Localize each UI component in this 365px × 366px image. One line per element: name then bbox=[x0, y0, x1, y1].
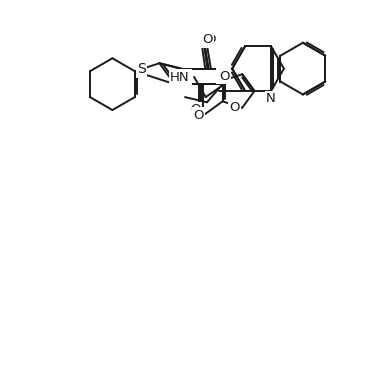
Text: O: O bbox=[219, 70, 230, 83]
Text: O: O bbox=[217, 70, 228, 83]
Text: N: N bbox=[266, 93, 276, 105]
Text: O: O bbox=[229, 101, 239, 114]
Text: HN: HN bbox=[171, 71, 191, 84]
Text: S: S bbox=[137, 63, 146, 76]
Text: O: O bbox=[205, 33, 216, 46]
Text: O: O bbox=[202, 33, 212, 46]
Text: HN: HN bbox=[170, 71, 190, 84]
Text: O: O bbox=[193, 109, 204, 122]
Text: O: O bbox=[191, 103, 201, 116]
